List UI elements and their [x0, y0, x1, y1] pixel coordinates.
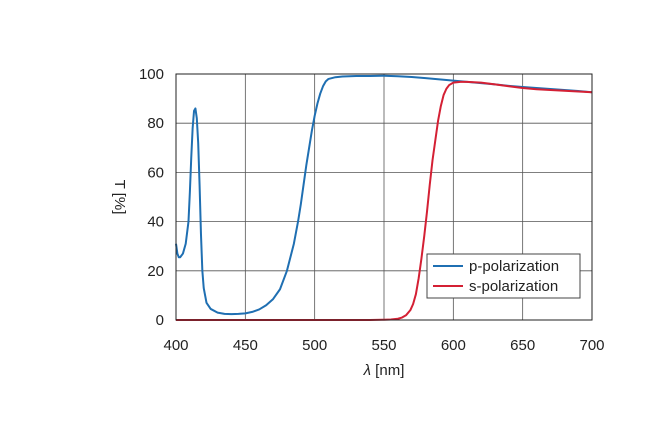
x-axis-unit: [nm]	[371, 362, 404, 379]
series-layer	[175, 74, 593, 321]
plot-frame	[175, 73, 593, 321]
tick-labels: 400 450 500 550 600 650 700 0 20 40 60 80 100	[139, 66, 605, 354]
y-tick-label: 40	[147, 214, 164, 231]
y-tick-label: 0	[156, 312, 164, 329]
x-tick-label: 500	[302, 337, 327, 354]
x-axis-title: λ [nm]	[363, 362, 405, 379]
legend-box	[426, 253, 581, 299]
y-tick-label: 60	[147, 164, 164, 181]
legend-label: p-polarization	[469, 258, 559, 275]
legend: p-polarization s-polarization	[426, 253, 581, 299]
series-line-s-polarization	[176, 80, 593, 321]
x-tick-label: 450	[233, 337, 258, 354]
y-axis-title: T [%]	[111, 180, 128, 215]
x-tick-label: 650	[510, 337, 535, 354]
y-tick-label: 100	[139, 66, 164, 83]
x-tick-label: 550	[371, 337, 396, 354]
legend-label: s-polarization	[469, 278, 558, 295]
x-tick-label: 600	[441, 337, 466, 354]
x-tick-label: 700	[579, 337, 604, 354]
y-tick-label: 80	[147, 115, 164, 132]
series-line-p-polarization	[175, 74, 593, 316]
x-axis-symbol: λ	[363, 362, 371, 379]
x-tick-label: 400	[163, 337, 188, 354]
y-tick-label: 20	[147, 263, 164, 280]
